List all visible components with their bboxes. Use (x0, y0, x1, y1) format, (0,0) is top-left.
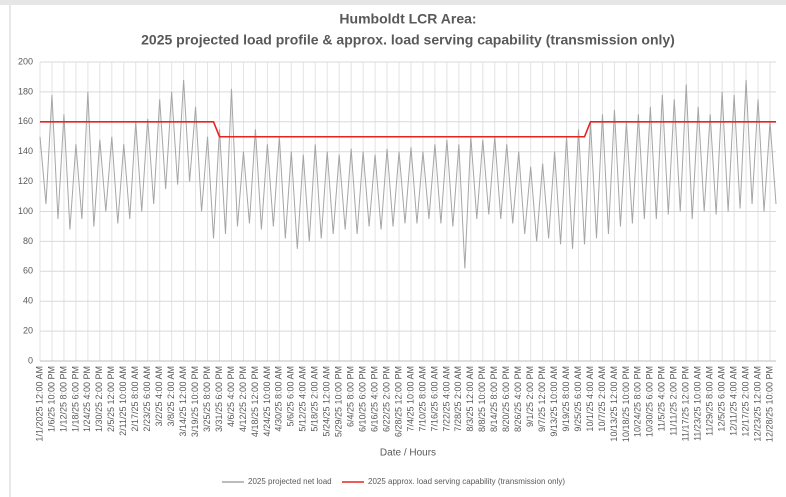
x-tick-label: 12/17/25 2:00 AM (740, 366, 750, 437)
x-tick-label: 3/19/25 10:00 PM (190, 366, 200, 437)
y-tick-label: 200 (18, 56, 33, 66)
y-tick-label: 100 (18, 206, 33, 216)
x-tick-label: 4/18/25 12:00 PM (250, 366, 260, 437)
x-tick-label: 1/6/25 10:00 PM (46, 366, 56, 432)
y-tick-label: 20 (23, 325, 33, 335)
chart-subtitle: 2025 projected load profile & approx. lo… (141, 32, 675, 48)
x-tick-label: 1/1/2025 12:00 AM (34, 366, 44, 442)
x-tick-label: 10/30/25 6:00 PM (645, 366, 655, 437)
series-line (39, 79, 777, 269)
y-tick-label: 60 (23, 266, 33, 276)
x-tick-label: 12/23/25 12:00 AM (752, 366, 762, 442)
x-tick-label: 6/10/25 6:00 PM (357, 366, 367, 432)
x-tick-label: 2/17/25 8:00 AM (130, 366, 140, 432)
x-tick-label: 11/11/25 2:00 PM (669, 366, 679, 436)
x-tick-label: 3/14/25 12:00 AM (178, 366, 188, 437)
x-tick-label: 8/20/25 6:00 PM (501, 366, 511, 432)
x-tick-label: 4/12/25 2:00 PM (238, 366, 248, 432)
x-tick-label: 1/18/25 6:00 PM (70, 366, 80, 432)
x-tick-label: 1/24/25 4:00 PM (82, 366, 92, 432)
x-tick-label: 2/11/25 10:00 AM (118, 366, 128, 436)
x-tick-label: 5/12/25 4:00 AM (298, 366, 308, 432)
legend-label: 2025 projected net load (248, 477, 332, 486)
x-tick-label: 9/19/25 8:00 AM (561, 366, 571, 432)
x-tick-label: 8/14/25 8:00 PM (489, 366, 499, 432)
x-tick-label: 3/25/25 8:00 PM (202, 366, 212, 432)
x-tick-label: 8/3/25 12:00 AM (465, 366, 475, 432)
x-tick-label: 5/29/25 10:00 PM (334, 366, 344, 437)
x-tick-label: 9/7/25 12:00 PM (537, 366, 547, 432)
y-tick-label: 180 (18, 86, 33, 96)
x-tick-label: 3/31/25 6:00 PM (214, 366, 224, 432)
x-tick-label: 4/24/25 10:00 AM (262, 366, 272, 437)
y-tick-label: 0 (28, 355, 33, 365)
x-tick-label: 7/10/25 8:00 AM (417, 366, 427, 432)
y-tick-label: 120 (18, 176, 33, 186)
x-tick-label: 2/23/25 6:00 AM (142, 366, 152, 432)
x-tick-label: 12/5/25 6:00 AM (717, 366, 727, 432)
x-tick-label: 6/22/25 2:00 PM (381, 366, 391, 432)
x-tick-label: 9/1/25 2:00 PM (525, 366, 535, 427)
x-tick-label: 3/8/25 2:00 AM (166, 366, 176, 427)
x-tick-label: 10/18/25 10:00 PM (621, 366, 631, 442)
x-tick-label: 5/24/25 12:00 AM (322, 366, 332, 437)
x-tick-label: 6/16/25 4:00 PM (369, 366, 379, 432)
x-tick-label: 8/26/25 4:00 PM (513, 366, 523, 432)
x-axis-label: Date / Hours (380, 448, 436, 459)
x-tick-label: 6/28/25 12:00 PM (393, 366, 403, 437)
x-tick-label: 11/5/25 4:00 PM (657, 366, 667, 431)
x-tick-label: 7/22/25 4:00 AM (441, 366, 451, 432)
x-tick-label: 5/6/25 6:00 AM (286, 366, 296, 427)
x-tick-label: 7/4/25 10:00 AM (405, 366, 415, 432)
x-tick-label: 5/18/25 2:00 AM (310, 366, 320, 432)
x-tick-label: 7/28/25 2:00 AM (453, 366, 463, 432)
x-tick-label: 11/17/25 12:00 PM (681, 366, 691, 441)
legend-label: 2025 approx. load serving capability (tr… (368, 477, 565, 486)
sheet-header (0, 0, 786, 5)
y-tick-label: 160 (18, 116, 33, 126)
x-tick-label: 6/4/25 8:00 PM (346, 366, 356, 427)
y-tick-label: 140 (18, 146, 33, 156)
x-tick-label: 12/11/25 4:00 AM (728, 366, 738, 436)
x-tick-label: 12/28/25 10:00 PM (764, 366, 774, 442)
x-tick-label: 9/13/25 10:00 AM (549, 366, 559, 437)
x-tick-label: 10/13/25 12:00 AM (609, 366, 619, 442)
x-tick-label: 1/30/25 2:00 PM (94, 366, 104, 432)
x-tick-label: 4/30/25 8:00 AM (274, 366, 284, 432)
x-tick-label: 11/23/25 10:00 AM (693, 366, 703, 441)
y-tick-label: 80 (23, 236, 33, 246)
x-tick-label: 2/5/25 12:00 PM (106, 366, 116, 432)
x-tick-label: 10/7/25 2:00 AM (597, 366, 607, 432)
x-tick-label: 8/8/25 10:00 PM (477, 366, 487, 432)
chart-title: Humboldt LCR Area: (339, 11, 476, 27)
x-tick-label: 10/1/25 4:00 AM (585, 366, 595, 432)
x-tick-label: 4/6/25 4:00 PM (226, 366, 236, 427)
x-tick-label: 11/29/25 8:00 AM (705, 366, 715, 436)
y-tick-label: 40 (23, 296, 33, 306)
x-tick-label: 3/2/25 4:00 AM (154, 366, 164, 427)
x-tick-label: 9/25/25 6:00 AM (573, 366, 583, 432)
x-tick-label: 7/16/25 6:00 AM (429, 366, 439, 432)
series-line (40, 121, 776, 138)
x-tick-label: 1/12/25 8:00 PM (58, 366, 68, 432)
x-tick-label: 10/24/25 8:00 PM (633, 366, 643, 437)
